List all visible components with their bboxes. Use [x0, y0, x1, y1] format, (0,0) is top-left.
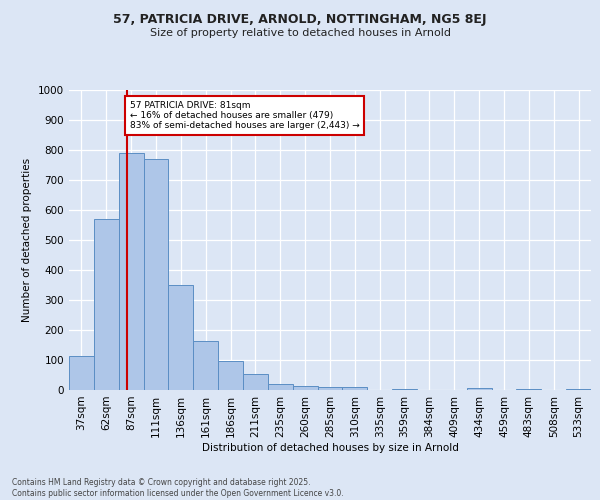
Bar [218, 361, 243, 390]
Bar [94, 219, 119, 390]
Text: 57, PATRICIA DRIVE, ARNOLD, NOTTINGHAM, NG5 8EJ: 57, PATRICIA DRIVE, ARNOLD, NOTTINGHAM, … [113, 12, 487, 26]
Text: Contains HM Land Registry data © Crown copyright and database right 2025.
Contai: Contains HM Land Registry data © Crown c… [12, 478, 344, 498]
Bar [193, 340, 218, 390]
Bar [343, 388, 367, 390]
X-axis label: Distribution of detached houses by size in Arnold: Distribution of detached houses by size … [202, 442, 458, 452]
Text: 57 PATRICIA DRIVE: 81sqm
← 16% of detached houses are smaller (479)
83% of semi-: 57 PATRICIA DRIVE: 81sqm ← 16% of detach… [130, 100, 359, 130]
Bar [169, 285, 193, 390]
Bar [293, 386, 317, 390]
Text: Size of property relative to detached houses in Arnold: Size of property relative to detached ho… [149, 28, 451, 38]
Y-axis label: Number of detached properties: Number of detached properties [22, 158, 32, 322]
Bar [517, 389, 541, 390]
Bar [119, 153, 143, 390]
Bar [268, 384, 293, 390]
Bar [69, 356, 94, 390]
Bar [243, 374, 268, 390]
Bar [143, 159, 169, 390]
Bar [317, 387, 343, 390]
Bar [467, 388, 491, 390]
Bar [566, 389, 591, 390]
Bar [392, 388, 417, 390]
